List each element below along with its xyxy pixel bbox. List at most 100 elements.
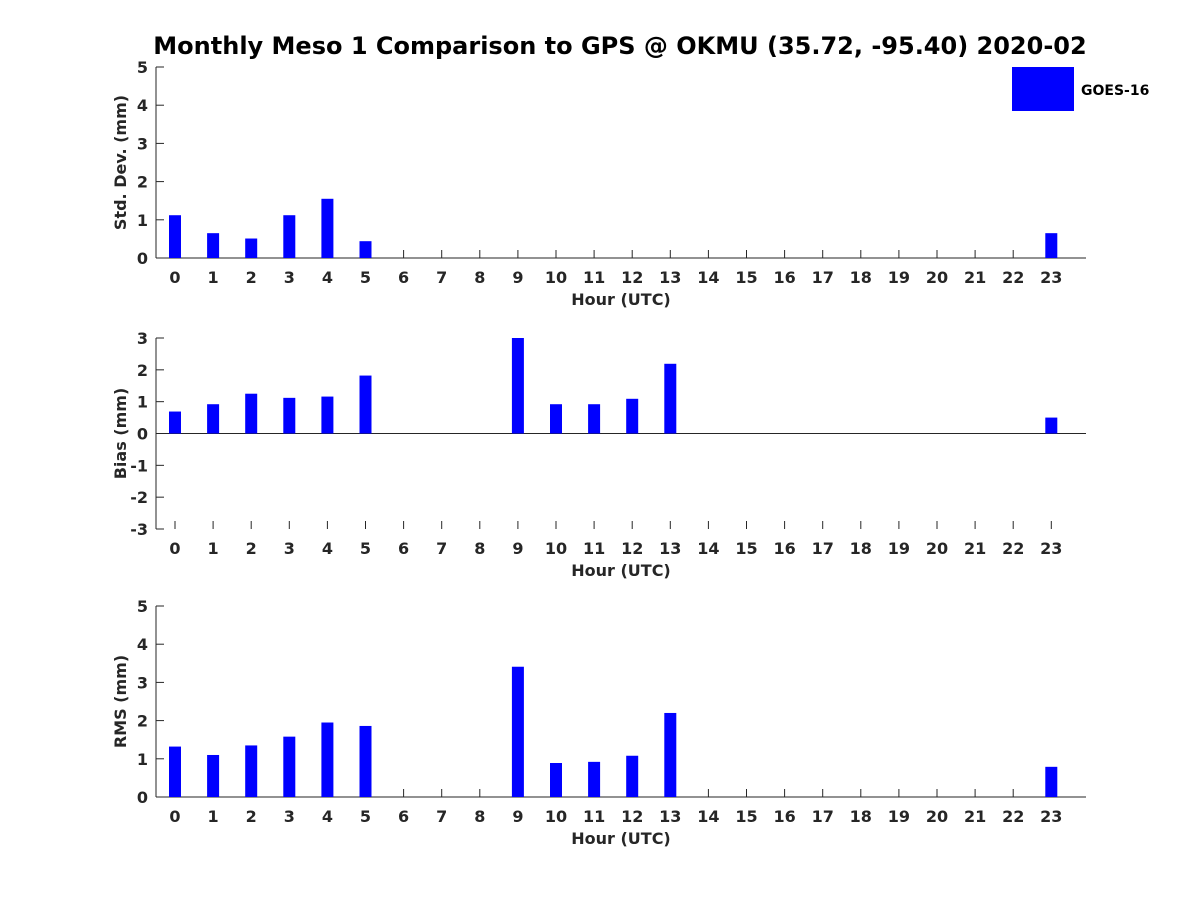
bar-0-hour-1 <box>207 404 220 434</box>
x-tick-label: 11 <box>583 539 605 558</box>
bar-0-hour-13 <box>664 363 677 434</box>
bar-0-hour-5 <box>359 725 372 797</box>
x-tick-label: 7 <box>436 807 447 826</box>
y-tick-label: 1 <box>137 750 148 769</box>
x-tick-label: 14 <box>697 268 719 287</box>
x-tick-label: 15 <box>735 539 757 558</box>
x-tick-label: 8 <box>474 539 485 558</box>
x-tick-label: 19 <box>888 807 910 826</box>
y-tick-label: 5 <box>137 58 148 77</box>
y-tick-label: 2 <box>137 712 148 731</box>
x-tick-label: 23 <box>1040 539 1062 558</box>
legend: GOES-16 <box>1012 67 1149 111</box>
bar-0-hour-10 <box>550 404 562 434</box>
x-tick-label: 9 <box>512 807 523 826</box>
y-tick-label: 5 <box>137 597 148 616</box>
x-tick-label: 13 <box>659 539 681 558</box>
x-tick-label: 10 <box>545 268 567 287</box>
bar-0-hour-4 <box>321 198 334 258</box>
bar-0-hour-9 <box>511 666 524 797</box>
y-tick-label: -2 <box>130 488 148 507</box>
bar-0-hour-4 <box>321 722 334 797</box>
x-tick-label: 2 <box>246 539 257 558</box>
y-tick-label: 3 <box>137 329 148 348</box>
bar-0-hour-0 <box>169 746 181 797</box>
y-axis-label: Std. Dev. (mm) <box>111 95 130 230</box>
y-tick-label: -3 <box>130 520 148 539</box>
x-tick-label: 8 <box>474 807 485 826</box>
x-tick-label: 10 <box>545 807 567 826</box>
bar-0-hour-13 <box>664 712 677 797</box>
x-tick-label: 0 <box>169 539 180 558</box>
y-axis-label: RMS (mm) <box>111 655 130 748</box>
x-tick-label: 9 <box>512 268 523 287</box>
bar-0-hour-23 <box>1045 417 1058 434</box>
x-tick-label: 17 <box>812 268 834 287</box>
x-tick-label: 21 <box>964 807 986 826</box>
x-tick-label: 4 <box>322 268 333 287</box>
x-tick-label: 3 <box>284 807 295 826</box>
x-tick-label: 0 <box>169 807 180 826</box>
y-tick-label: 0 <box>137 788 148 807</box>
x-tick-label: 21 <box>964 268 986 287</box>
x-tick-label: 8 <box>474 268 485 287</box>
bar-0-hour-23 <box>1045 233 1058 258</box>
x-tick-label: 15 <box>735 807 757 826</box>
x-tick-label: 23 <box>1040 807 1062 826</box>
x-tick-label: 20 <box>926 268 948 287</box>
bar-0-hour-11 <box>588 404 601 434</box>
y-tick-label: 3 <box>137 134 148 153</box>
x-tick-label: 17 <box>812 807 834 826</box>
x-tick-label: 9 <box>512 539 523 558</box>
bar-0-hour-2 <box>245 393 258 434</box>
bar-0-hour-23 <box>1045 766 1058 797</box>
x-tick-label: 18 <box>850 539 872 558</box>
bar-0-hour-1 <box>207 754 220 797</box>
x-tick-label: 5 <box>360 268 371 287</box>
bar-0-hour-1 <box>207 233 220 258</box>
x-axis-label: Hour (UTC) <box>571 829 671 848</box>
x-tick-label: 1 <box>208 807 219 826</box>
x-tick-label: 14 <box>697 539 719 558</box>
bar-0-hour-0 <box>169 411 181 434</box>
bar-0-hour-12 <box>626 755 639 797</box>
x-tick-label: 16 <box>773 268 795 287</box>
x-tick-label: 23 <box>1040 268 1062 287</box>
y-tick-label: 1 <box>137 211 148 230</box>
x-tick-label: 19 <box>888 268 910 287</box>
x-tick-label: 4 <box>322 539 333 558</box>
x-axis-label: Hour (UTC) <box>571 290 671 309</box>
x-tick-label: 5 <box>360 539 371 558</box>
x-tick-label: 21 <box>964 539 986 558</box>
x-tick-label: 6 <box>398 268 409 287</box>
x-tick-label: 3 <box>284 268 295 287</box>
x-tick-label: 20 <box>926 539 948 558</box>
x-tick-label: 17 <box>812 539 834 558</box>
x-tick-label: 20 <box>926 807 948 826</box>
x-tick-label: 15 <box>735 268 757 287</box>
bar-0-hour-3 <box>283 215 296 258</box>
legend-label: GOES-16 <box>1081 83 1149 99</box>
x-tick-label: 4 <box>322 807 333 826</box>
bar-0-hour-9 <box>511 338 524 434</box>
x-tick-label: 22 <box>1002 807 1024 826</box>
x-tick-label: 7 <box>436 539 447 558</box>
x-tick-label: 11 <box>583 268 605 287</box>
y-tick-label: 4 <box>137 635 148 654</box>
x-tick-label: 12 <box>621 539 643 558</box>
x-tick-label: 12 <box>621 268 643 287</box>
bar-0-hour-3 <box>283 397 296 434</box>
y-tick-label: 3 <box>137 673 148 692</box>
bar-0-hour-2 <box>245 238 258 258</box>
x-tick-label: 19 <box>888 539 910 558</box>
y-tick-label: 0 <box>137 249 148 268</box>
x-tick-label: 16 <box>773 807 795 826</box>
x-tick-label: 6 <box>398 807 409 826</box>
x-tick-label: 6 <box>398 539 409 558</box>
bar-0-hour-12 <box>626 398 639 434</box>
bar-0-hour-11 <box>588 761 601 797</box>
bar-0-hour-2 <box>245 745 258 797</box>
